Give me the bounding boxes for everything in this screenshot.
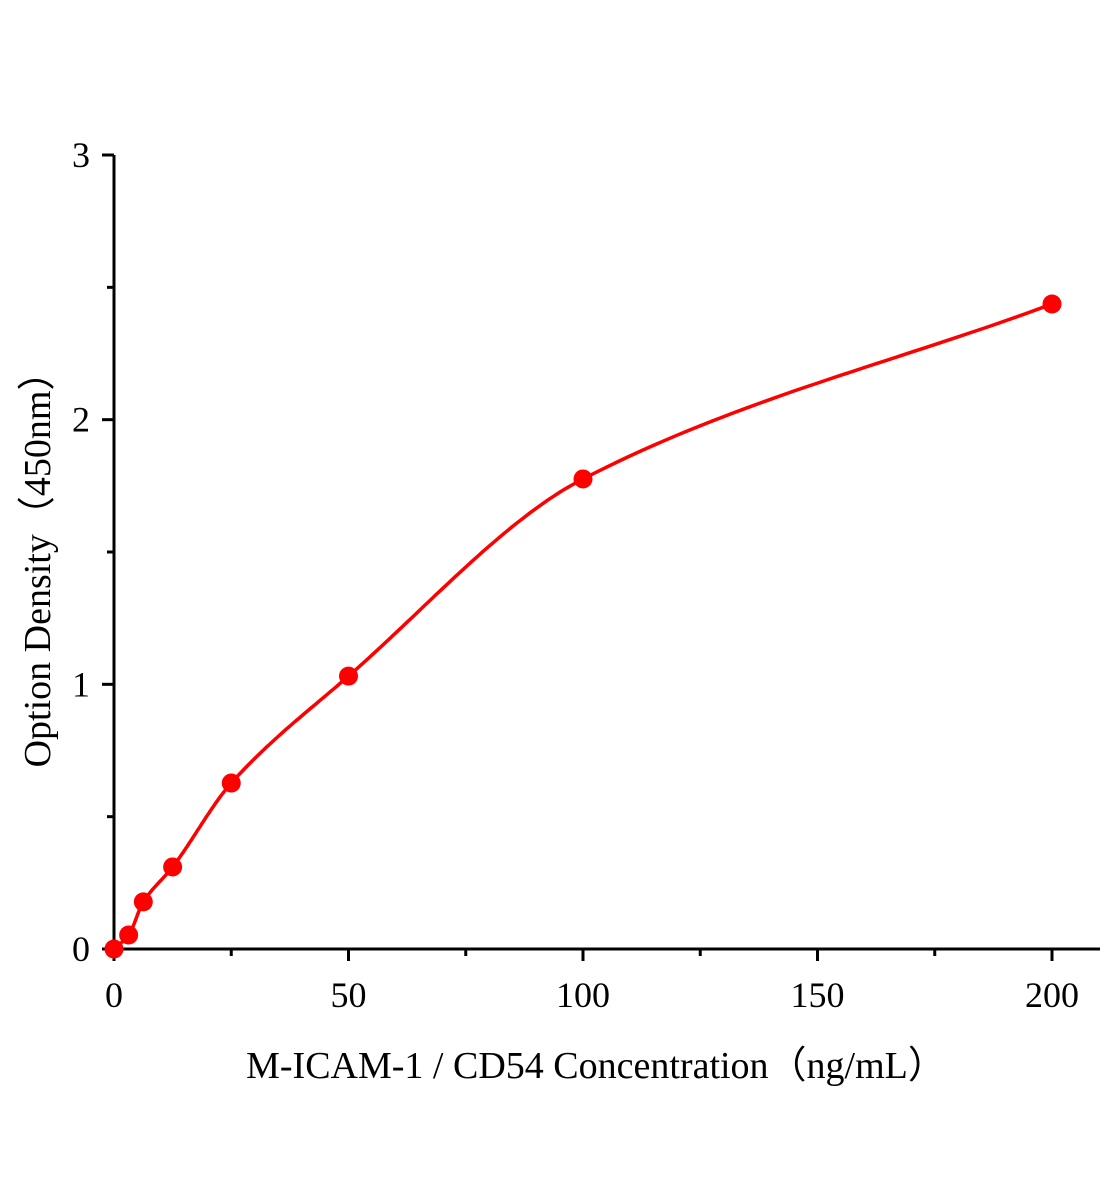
data-point	[339, 666, 358, 686]
data-point	[163, 857, 183, 877]
x-tick-label: 200	[1025, 975, 1079, 1015]
data-point	[573, 469, 593, 489]
y-tick-label: 2	[72, 400, 90, 440]
data-point	[221, 773, 241, 793]
axes: 0 50 100 150 200 0 1 2 3	[72, 135, 1100, 1015]
x-tick-label: 50	[331, 975, 367, 1015]
x-tick-label: 100	[556, 975, 610, 1015]
y-tick-label: 0	[72, 929, 90, 969]
x-tick-label: 0	[105, 975, 123, 1015]
data-point	[1042, 294, 1062, 314]
data-point	[133, 892, 153, 912]
data-point	[119, 925, 139, 945]
x-tick-label: 150	[791, 975, 845, 1015]
x-axis-label: M-ICAM-1 / CD54 Concentration（ng/mL）	[246, 1045, 946, 1087]
y-tick-label: 3	[72, 135, 90, 175]
y-axis-label: Option Density（450nm）	[17, 353, 59, 768]
points-layer	[104, 294, 1062, 959]
data-point	[104, 939, 124, 959]
fit-curve-layer	[112, 302, 1053, 951]
fit-curve	[112, 302, 1053, 951]
y-tick-label: 1	[72, 664, 90, 704]
